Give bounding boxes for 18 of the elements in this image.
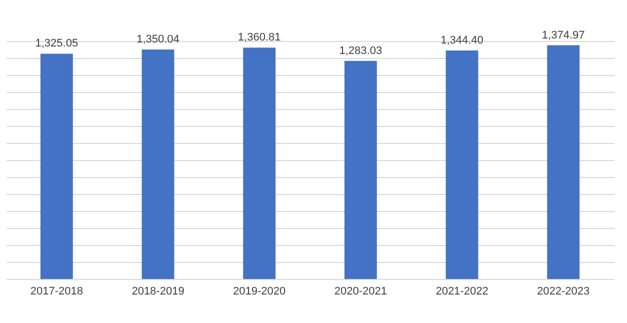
data-label: 1,283.03 (339, 44, 382, 57)
bar (344, 60, 377, 279)
bar (243, 48, 276, 279)
bar (446, 50, 478, 279)
data-label: 1,350.04 (136, 33, 180, 46)
x-tick-label: 2018-2019 (132, 286, 184, 298)
data-label: 1,344.40 (440, 34, 484, 46)
bar (547, 45, 580, 279)
bar (40, 54, 73, 279)
x-tick-label: 2020-2021 (334, 286, 387, 298)
x-tick-label: 2022-2023 (537, 286, 590, 298)
x-tick-label: 2017-2018 (30, 286, 83, 298)
data-label: 1,325.05 (35, 38, 78, 50)
x-tick-label: 2019-2020 (233, 286, 286, 298)
x-tick-label: 2021-2022 (436, 286, 488, 298)
bar (142, 49, 174, 279)
data-label: 1,374.97 (542, 29, 585, 42)
data-label: 1,360.81 (238, 32, 281, 44)
